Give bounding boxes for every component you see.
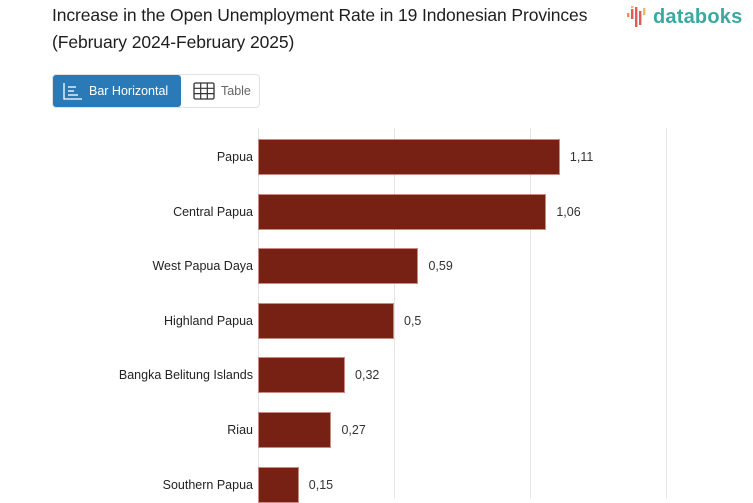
value-label: 0,32	[355, 368, 380, 383]
bar[interactable]	[258, 466, 299, 503]
value-label: 0,15	[308, 477, 334, 492]
tab-bar-horizontal[interactable]: Bar Horizontal	[53, 75, 181, 107]
bar-horizontal-icon	[63, 83, 82, 100]
bar-wave-icon	[627, 6, 646, 27]
tab-table[interactable]: Table	[181, 75, 251, 107]
bar[interactable]	[258, 357, 346, 394]
tab-label: Table	[221, 84, 251, 98]
bar[interactable]	[258, 302, 394, 339]
category-label: Papua	[216, 150, 253, 164]
bar-row: Papua 1,11	[0, 139, 753, 175]
databoks-logo[interactable]: databoks	[626, 4, 742, 30]
gridline	[394, 128, 395, 498]
value-label: 1,06	[556, 204, 581, 219]
bar-chart: Papua 1,11 Central Papua 1,06 West Papua Day…	[0, 128, 753, 503]
category-label: Bangka Belitung Islands	[118, 368, 253, 383]
category-label: Riau	[227, 423, 253, 437]
bar[interactable]	[258, 139, 560, 175]
logo-text: databoks	[653, 5, 743, 28]
value-label: 1,11	[569, 150, 594, 164]
tab-label: Bar Horizontal	[89, 84, 169, 98]
value-label: 0,27	[341, 423, 366, 437]
value-label: 0,5	[404, 313, 422, 328]
category-label: Central Papua	[173, 204, 253, 219]
bar-row: Central Papua 1,06	[0, 193, 753, 230]
bar-row: Southern Papua 0,15	[0, 466, 753, 503]
bar[interactable]	[258, 412, 332, 448]
bar-row: Highland Papua 0,5	[0, 302, 753, 339]
bar[interactable]	[258, 248, 419, 285]
bar-row: West Papua Daya 0,59	[0, 248, 753, 285]
bar-row: Bangka Belitung Islands 0,32	[0, 357, 753, 394]
chart-title: Increase in the Open Unemployment Rate i…	[52, 5, 588, 52]
table-grid-icon	[193, 82, 215, 100]
view-toggle: Bar Horizontal Table	[52, 74, 260, 108]
gridline	[666, 128, 667, 498]
bar-row: Riau 0,27	[0, 412, 753, 448]
category-label: Highland Papua	[164, 313, 253, 328]
value-label: 0,59	[428, 259, 453, 274]
gridline	[530, 128, 531, 498]
bar[interactable]	[258, 193, 547, 230]
category-label: Southern Papua	[162, 477, 253, 492]
category-label: West Papua Daya	[152, 259, 253, 274]
